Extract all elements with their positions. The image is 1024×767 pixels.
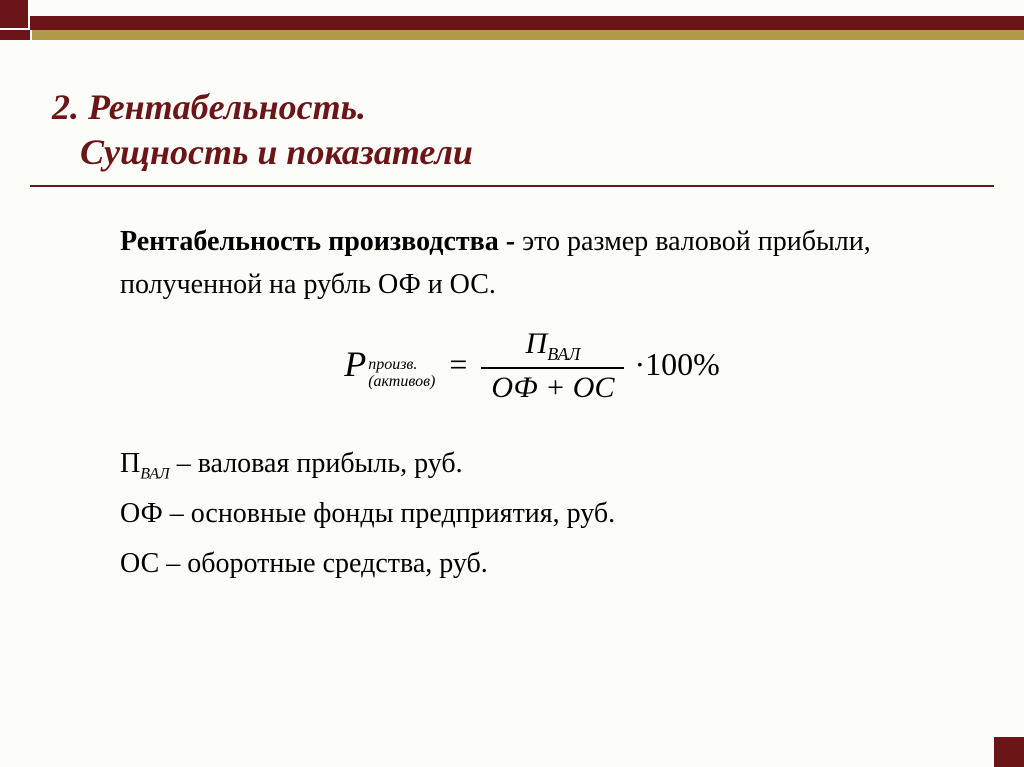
legend-2-sym: ОФ <box>120 498 163 529</box>
title-line-1: 2. Рентабельность. <box>52 85 964 130</box>
legend-1-sub: ВАЛ <box>140 465 169 482</box>
formula-equals: = <box>449 340 467 390</box>
header-stripe-dark <box>0 16 1024 30</box>
formula-lhs-sub1: произв. <box>368 357 435 374</box>
legend: ПВАЛ – валовая прибыль, руб. ОФ – основн… <box>120 439 944 590</box>
legend-1-sym: П <box>120 448 140 479</box>
formula-fraction: ПВАЛ ОФ + ОС <box>481 327 624 404</box>
formula-num-sym: П <box>526 327 548 360</box>
formula-denominator: ОФ + ОС <box>481 371 624 404</box>
definition-paragraph: Рентабельность производства - это размер… <box>120 220 944 307</box>
legend-line-2: ОФ – основные фонды предприятия, руб. <box>120 489 944 539</box>
formula-lhs-symbol: Р <box>344 337 366 393</box>
legend-line-3: ОС – оборотные средства, руб. <box>120 539 944 589</box>
definition-term: Рентабельность производства - <box>120 226 522 257</box>
slide-content: Рентабельность производства - это размер… <box>120 220 944 590</box>
fraction-bar <box>481 367 624 369</box>
formula: Р произв. (активов) = ПВАЛ ОФ + ОС ·100% <box>120 327 944 404</box>
corner-decoration-br <box>994 737 1024 767</box>
legend-1-text: – валовая прибыль, руб. <box>170 448 463 479</box>
header-stripe-gold <box>0 30 1024 40</box>
legend-line-1: ПВАЛ – валовая прибыль, руб. <box>120 439 944 489</box>
title-line-2: Сущность и показатели <box>52 130 964 175</box>
slide-title: 2. Рентабельность. Сущность и показатели <box>52 85 964 175</box>
legend-2-text: – основные фонды предприятия, руб. <box>163 498 615 529</box>
title-underline <box>30 185 994 187</box>
legend-3-text: – оборотные средства, руб. <box>159 548 488 579</box>
formula-numerator: ПВАЛ <box>516 327 591 365</box>
legend-3-sym: ОС <box>120 548 159 579</box>
corner-decoration-tl <box>0 0 30 30</box>
formula-lhs-sub2: (активов) <box>368 374 435 391</box>
formula-tail: ·100% <box>634 340 719 390</box>
formula-lhs-subscript: произв. (активов) <box>368 357 435 391</box>
formula-num-sub: ВАЛ <box>547 344 580 364</box>
